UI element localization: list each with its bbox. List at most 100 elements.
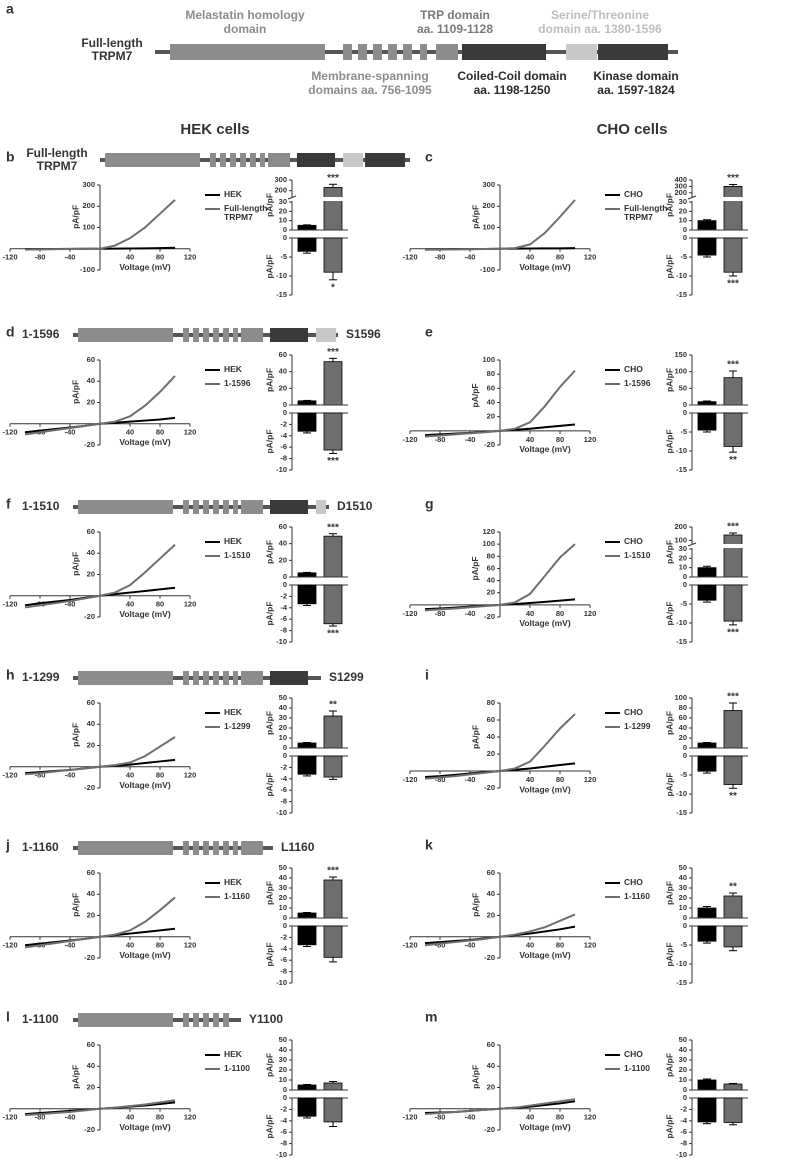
x-tick-label: 120 [184, 941, 197, 950]
domain-label: aa. 1198-1250 [474, 83, 551, 97]
x-tick-label: -120 [402, 253, 417, 262]
y-axis-label: pA/pF [70, 552, 80, 576]
x-tick-label: 80 [156, 771, 164, 780]
y-tick-label: 40 [279, 367, 287, 376]
y-tick-label: -10 [276, 808, 287, 817]
y-tick-label: 10 [679, 216, 687, 225]
bar [723, 1097, 743, 1123]
legend-label: 1-1510 [224, 551, 251, 560]
y-tick-label: 60 [87, 355, 95, 364]
x-tick-label: -120 [402, 1113, 417, 1122]
y-axis-label: pA/pF [70, 380, 80, 404]
y-tick-label: 40 [487, 732, 495, 741]
y-tick-label: 20 [679, 733, 687, 742]
x-tick-label: 80 [556, 609, 564, 618]
domain-diagram [155, 44, 678, 60]
significance: *** [327, 347, 339, 358]
bar [323, 755, 343, 778]
y-tick-label: 100 [82, 222, 95, 231]
significance: ** [329, 700, 337, 711]
y-tick-label: -10 [276, 465, 287, 474]
bar [723, 185, 743, 231]
y-axis-label: pA/pF [264, 1114, 274, 1138]
x-axis-label: Voltage (mV) [519, 784, 570, 794]
y-tick-label: -100 [480, 265, 495, 274]
y-tick-label: 20 [279, 1065, 287, 1074]
construct-domain [78, 841, 173, 855]
y-tick-label: -2 [280, 591, 287, 600]
y-tick-label: -15 [676, 808, 687, 817]
x-tick-label: -120 [2, 253, 17, 262]
y-tick-label: 40 [87, 719, 95, 728]
y-axis-label: pA/pF [264, 772, 274, 796]
bar [723, 755, 743, 785]
y-tick-label: 0 [283, 572, 287, 581]
legend-label-box: CHO [624, 365, 643, 373]
y-tick-label: 60 [87, 868, 95, 877]
y-axis-label: pA/pF [664, 368, 674, 392]
protein-backbone [155, 50, 678, 54]
y-tick-label: -4 [280, 431, 287, 440]
legend-label-box: HEK [224, 190, 242, 198]
y-axis-label: pA/pF [264, 254, 274, 278]
legend-label: 1-1160 [224, 892, 250, 901]
y-tick-label: 20 [487, 1082, 495, 1091]
domain-label: domain aa. 1380-1596 [538, 22, 662, 36]
y-tick-label: -8 [280, 1139, 287, 1148]
legend-label-box: Full-length TRPM7 [224, 204, 267, 221]
y-tick-label: 50 [279, 863, 287, 872]
x-tick-label: -40 [65, 1113, 76, 1122]
construct-domain [193, 1013, 199, 1027]
construct-label-box: Full-length TRPM7 [26, 147, 88, 173]
legend-label-box: 1-1299 [624, 722, 650, 730]
legend-label-box: 1-1596 [624, 379, 651, 388]
bar [697, 567, 717, 578]
x-tick-label: 40 [126, 253, 134, 262]
y-tick-label: -20 [484, 612, 495, 621]
construct-domain [223, 841, 229, 855]
y-tick-label: -5 [680, 427, 687, 436]
x-tick-label: -120 [2, 771, 17, 780]
construct-label: Full-length TRPM7 [81, 37, 143, 63]
y-axis-label: pA/pF [664, 601, 674, 625]
legend-label-box: HEK [224, 708, 242, 716]
y-tick-label: -20 [484, 783, 495, 792]
y-tick-label: 10 [279, 903, 287, 912]
y-axis-label: pA/pF [664, 540, 674, 564]
construct-domain [270, 500, 308, 514]
construct-domain [233, 328, 238, 342]
construct-label: Full-length TRPM7 [26, 147, 88, 173]
y-tick-label: -6 [680, 1127, 687, 1136]
bar [323, 361, 343, 406]
construct-domain [193, 671, 199, 685]
x-tick-label: 40 [126, 428, 134, 437]
x-tick-label: 40 [126, 771, 134, 780]
legend-label-box: 1-1510 [224, 551, 251, 560]
iv-curve [424, 1098, 576, 1116]
y-tick-label: 60 [87, 1040, 95, 1049]
construct-domain [241, 841, 263, 855]
y-tick-label: 60 [487, 715, 495, 724]
y-axis-label: pA/pF [470, 205, 480, 229]
bar [697, 1097, 717, 1123]
y-tick-label: -100 [80, 265, 95, 274]
construct-domain [203, 328, 209, 342]
legend-label-box: CHO [624, 708, 643, 716]
construct-domain [78, 671, 173, 685]
axis-break-mark [287, 195, 297, 200]
y-tick-label: 40 [279, 703, 287, 712]
y-tick-label: -6 [280, 1127, 287, 1136]
domain-label: aa. 1109-1128 [417, 22, 493, 36]
tm-segment [373, 44, 382, 60]
y-tick-label: 10 [679, 903, 687, 912]
y-tick-label: 0 [283, 921, 287, 930]
bar [697, 1079, 717, 1091]
panel-letter: i [425, 667, 429, 683]
construct-domain [230, 153, 236, 167]
bar [297, 742, 317, 749]
y-tick-label: 30 [679, 544, 687, 553]
legend-label: 1-1596 [624, 379, 651, 388]
x-tick-label: -80 [35, 253, 46, 262]
y-axis-label: pA/pF [470, 556, 480, 580]
x-tick-label: -120 [402, 775, 417, 784]
